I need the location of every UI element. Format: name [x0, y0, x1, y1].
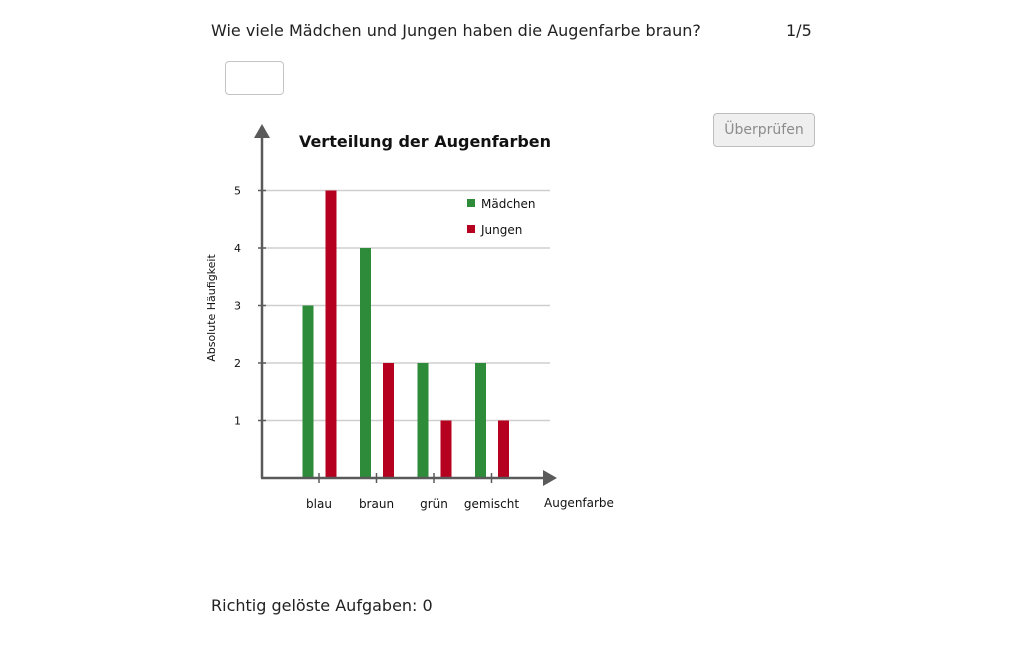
x-axis-arrow: [543, 470, 557, 486]
bar: [498, 420, 509, 478]
bar: [360, 248, 371, 478]
check-button[interactable]: Überprüfen: [713, 113, 815, 147]
y-axis-ticks: 1 2 3 4 5: [234, 185, 266, 428]
y-tick-label: 2: [234, 357, 241, 370]
y-tick-label: 1: [234, 415, 241, 428]
bar: [383, 363, 394, 478]
solved-count: Richtig gelöste Aufgaben: 0: [211, 596, 433, 615]
question-text: Wie viele Mädchen und Jungen haben die A…: [211, 21, 701, 40]
legend-label: Jungen: [480, 223, 522, 237]
question-counter: 1/5: [786, 21, 812, 40]
x-tick-label: braun: [359, 497, 394, 511]
legend-label: Mädchen: [481, 197, 536, 211]
bar: [325, 190, 337, 478]
answer-input[interactable]: [225, 61, 284, 95]
y-tick-label: 4: [234, 242, 241, 255]
bar: [440, 420, 452, 478]
legend-swatch: [467, 199, 475, 207]
legend-swatch: [467, 225, 475, 233]
eye-color-bar-chart: Verteilung der Augenfarben 1 2 3 4 5 blau bra…: [205, 124, 614, 511]
x-tick-label: blau: [306, 497, 332, 511]
bar: [417, 363, 429, 478]
chart-title: Verteilung der Augenfarben: [299, 132, 551, 151]
y-axis-arrow: [254, 124, 270, 138]
x-axis-ticks: blau braun grün gemischt: [306, 473, 519, 511]
x-tick-label: gemischt: [464, 497, 519, 511]
y-axis-label: Absolute Häufigkeit: [205, 254, 218, 362]
x-axis-label: Augenfarbe: [544, 496, 614, 510]
chart-legend: Mädchen Jungen: [467, 197, 536, 237]
bar: [475, 363, 486, 478]
y-tick-label: 3: [234, 300, 241, 313]
bar: [302, 305, 314, 478]
y-tick-label: 5: [234, 185, 241, 198]
chart-bars: [302, 190, 509, 478]
x-tick-label: grün: [420, 497, 448, 511]
